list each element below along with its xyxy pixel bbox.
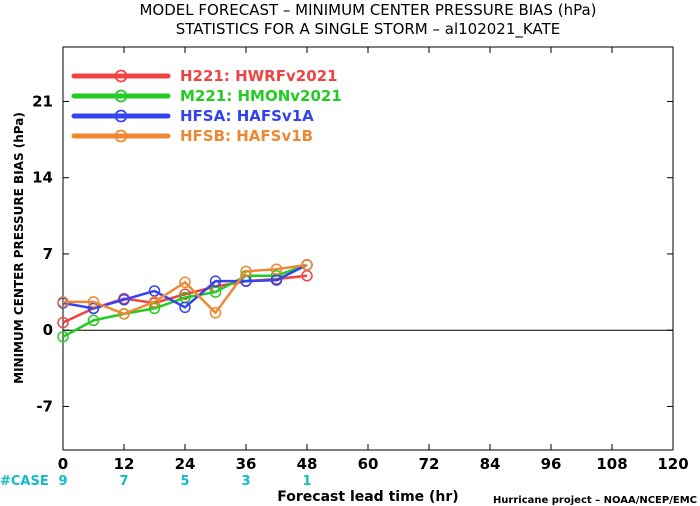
data-point bbox=[270, 274, 283, 286]
case-count: 9 bbox=[58, 474, 67, 489]
data-point bbox=[209, 275, 222, 287]
series-line bbox=[63, 263, 308, 316]
data-point bbox=[148, 302, 161, 315]
y-axis-label: MINIMUM CENTER PRESSURE BIAS (hPa) bbox=[12, 112, 26, 384]
series-line bbox=[62, 263, 308, 338]
legend-label: H221: HWRFv2021 bbox=[180, 67, 338, 85]
x-tick-label: 12 bbox=[114, 455, 135, 473]
case-count: 5 bbox=[180, 474, 189, 489]
plot-frame bbox=[62, 46, 674, 451]
case-count: 1 bbox=[302, 474, 311, 489]
case-counts: #CASE 9 7 5 3 1 bbox=[0, 474, 312, 489]
x-tick-label: 60 bbox=[358, 455, 379, 473]
x-tick-label: 72 bbox=[419, 455, 440, 473]
credit-text: Hurricane project – NOAA/NCEP/EMC bbox=[493, 495, 697, 506]
x-tick-label: 48 bbox=[297, 455, 318, 473]
data-point bbox=[148, 296, 161, 308]
y-tick-label: 21 bbox=[32, 92, 53, 110]
legend-item-hfsb: HFSB: HAFSv1B bbox=[71, 127, 313, 145]
legend-label: HFSA: HAFSv1A bbox=[180, 107, 314, 125]
chart-title: MODEL FORECAST – MINIMUM CENTER PRESSURE… bbox=[139, 1, 596, 19]
legend-marker bbox=[114, 69, 128, 83]
data-point bbox=[57, 330, 69, 343]
legend-item-hfsa: HFSA: HAFSv1A bbox=[71, 107, 314, 125]
y-tick-label: 14 bbox=[32, 169, 53, 187]
legend-marker bbox=[114, 89, 128, 103]
data-point bbox=[301, 269, 313, 282]
data-point bbox=[240, 265, 252, 278]
case-count: 7 bbox=[119, 474, 128, 489]
case-label: #CASE bbox=[0, 474, 49, 489]
x-tick-label: 36 bbox=[236, 455, 257, 473]
x-tick-label: 120 bbox=[657, 455, 688, 473]
legend-marker bbox=[114, 129, 128, 143]
data-point bbox=[301, 259, 313, 271]
case-count: 3 bbox=[241, 474, 250, 489]
data-point bbox=[87, 296, 100, 308]
data-point bbox=[179, 301, 191, 314]
chart-subtitle: STATISTICS FOR A SINGLE STORM – al102021… bbox=[176, 20, 560, 39]
data-point bbox=[87, 314, 100, 327]
legend-label: M221: HMONv2021 bbox=[180, 87, 342, 105]
legend: H221: HWRFv2021 M221: HMONv2021 HFSA: HAFS… bbox=[71, 67, 342, 145]
data-point bbox=[118, 308, 130, 320]
series-m221 bbox=[57, 259, 313, 343]
data-point bbox=[57, 296, 69, 308]
series-hfsb bbox=[57, 259, 313, 320]
x-tick-label: 24 bbox=[175, 455, 196, 473]
data-point bbox=[148, 285, 161, 297]
legend-item-m221: M221: HMONv2021 bbox=[71, 87, 342, 105]
series-layer bbox=[57, 259, 313, 343]
data-point bbox=[179, 276, 191, 289]
legend-item-h221: H221: HWRFv2021 bbox=[71, 67, 338, 85]
data-point bbox=[87, 302, 100, 315]
y-tick-label: 0 bbox=[43, 321, 53, 339]
axis-ticks: 0 12 24 36 48 60 72 84 96 108 120 -7 0 7 14 21 bbox=[32, 47, 689, 473]
data-point bbox=[209, 286, 222, 298]
x-tick-label: 84 bbox=[480, 455, 501, 473]
x-tick-label: 96 bbox=[541, 455, 562, 473]
data-point bbox=[179, 288, 191, 300]
legend-marker bbox=[114, 109, 128, 123]
data-point bbox=[209, 307, 222, 319]
legend-label: HFSB: HAFSv1B bbox=[180, 127, 313, 145]
x-tick-label: 108 bbox=[596, 455, 627, 473]
y-tick-label: -7 bbox=[36, 397, 53, 415]
x-tick-label: 0 bbox=[58, 455, 68, 473]
data-point bbox=[57, 316, 69, 329]
data-point bbox=[118, 293, 130, 306]
data-point bbox=[270, 263, 283, 275]
y-tick-label: 7 bbox=[43, 245, 53, 263]
x-axis-label: Forecast lead time (hr) bbox=[277, 489, 458, 505]
